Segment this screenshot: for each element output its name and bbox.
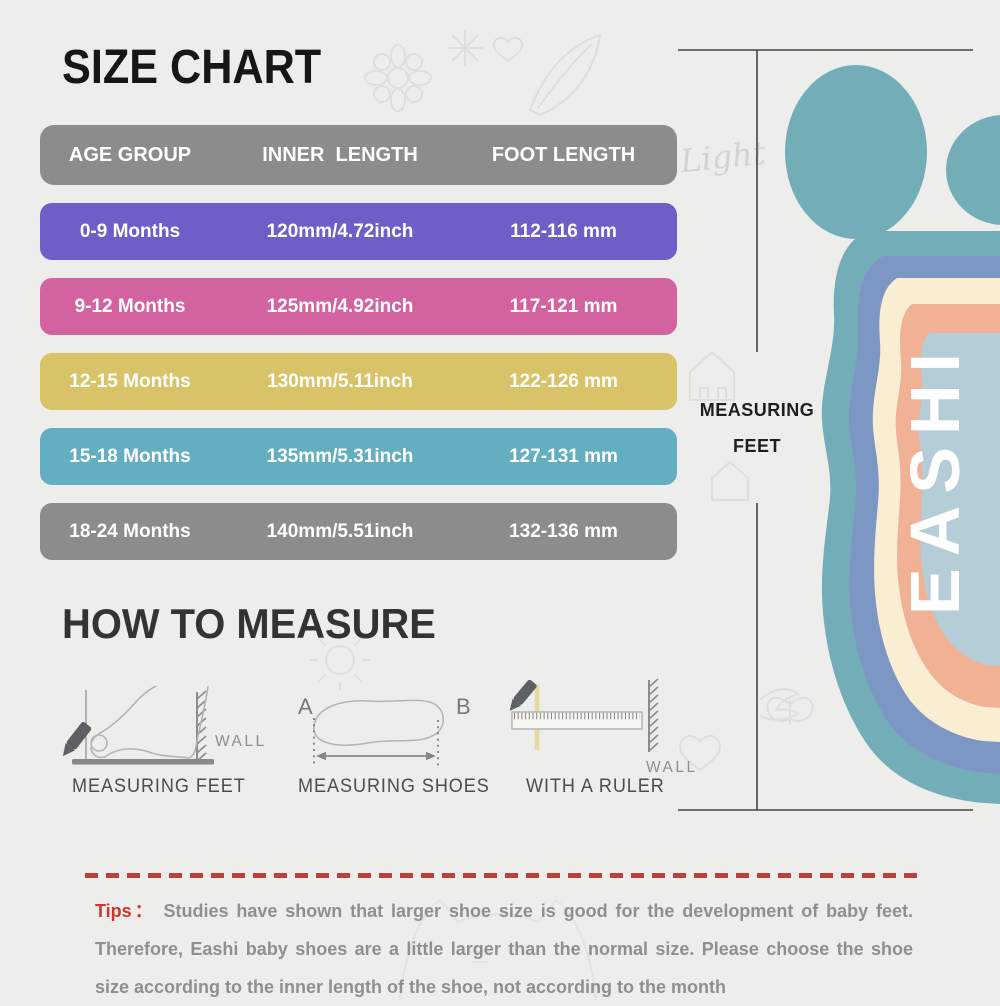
col-header-inner-length: INNER LENGTH bbox=[262, 143, 418, 166]
foot-outline-icon bbox=[90, 686, 209, 759]
age-group-cell: 18-24 Months bbox=[69, 520, 191, 542]
starburst-doodle-icon bbox=[447, 30, 483, 66]
table-row: 12-15 Months 130mm/5.11inch 122-126 mm bbox=[40, 353, 677, 410]
age-group-cell: 9-12 Months bbox=[74, 295, 186, 317]
point-a-label: A bbox=[298, 694, 313, 719]
inner-length-cell: 140mm/5.51inch bbox=[266, 520, 414, 542]
age-group-cell: 0-9 Months bbox=[79, 220, 181, 242]
measuring-shoes-label: MEASURING SHOES bbox=[298, 776, 490, 797]
second-toe-icon bbox=[946, 115, 1000, 225]
wall-hatch-icon bbox=[648, 678, 659, 752]
ruler-icon bbox=[511, 711, 643, 730]
point-b-label: B bbox=[456, 694, 471, 719]
flower-doodle-icon bbox=[364, 44, 432, 112]
shoe-sole-icon bbox=[313, 699, 444, 746]
inner-length-cell: 125mm/4.92inch bbox=[266, 295, 414, 317]
with-a-ruler-label: WITH A RULER bbox=[526, 776, 665, 797]
foot-length-cell: 127-131 mm bbox=[509, 445, 618, 467]
butterfly-doodle-icon bbox=[766, 696, 814, 724]
pencil-icon bbox=[509, 679, 537, 711]
inner-length-cell: 135mm/5.31inch bbox=[266, 445, 414, 467]
measuring-feet-diagram: WALL bbox=[62, 686, 267, 765]
ground-icon bbox=[72, 759, 214, 765]
with-a-ruler-diagram: WALL bbox=[509, 678, 698, 776]
size-table: AGE GROUP INNER LENGTH FOOT LENGTH 0-9 M… bbox=[40, 125, 677, 578]
inner-length-cell: 120mm/4.72inch bbox=[266, 220, 414, 242]
cat-doodle-icon bbox=[399, 898, 597, 1000]
col-header-age-group: AGE GROUP bbox=[68, 143, 192, 166]
measuring-feet-caption: MEASURING FEET bbox=[694, 400, 820, 472]
size-table-header-row: AGE GROUP INNER LENGTH FOOT LENGTH bbox=[40, 125, 677, 185]
age-group-cell: 12-15 Months bbox=[69, 370, 191, 392]
foot-length-cell: 122-126 mm bbox=[509, 370, 618, 392]
page-title: SIZE CHART bbox=[62, 41, 322, 94]
wall-label: WALL bbox=[215, 733, 267, 750]
length-arrow-icon bbox=[316, 751, 436, 761]
inner-length-cell: 130mm/5.11inch bbox=[267, 370, 413, 392]
table-row: 15-18 Months 135mm/5.31inch 127-131 mm bbox=[40, 428, 677, 485]
tips-paragraph: Tips： Studies have shown that larger shoe… bbox=[95, 892, 913, 1006]
house-doodle-icon bbox=[689, 350, 749, 501]
measuring-feet-label: MEASURING FEET bbox=[72, 776, 246, 797]
leaf-doodle-icon bbox=[528, 33, 602, 117]
brand-logo-text: EASHI bbox=[896, 341, 974, 615]
red-dashed-divider bbox=[85, 873, 918, 878]
baby-foot-graphic: EASHI bbox=[678, 49, 1000, 811]
table-row: 0-9 Months 120mm/4.72inch 112-116 mm bbox=[40, 203, 677, 260]
big-toe-icon bbox=[785, 65, 927, 239]
tips-text: Studies have shown that larger shoe size… bbox=[95, 901, 913, 997]
foot-length-cell: 132-136 mm bbox=[509, 520, 618, 542]
foot-length-cell: 117-121 mm bbox=[509, 295, 618, 317]
table-row: 9-12 Months 125mm/4.92inch 117-121 mm bbox=[40, 278, 677, 335]
caption-line-1: MEASURING bbox=[699, 400, 815, 420]
how-to-measure-title: HOW TO MEASURE bbox=[62, 600, 436, 647]
winged-heart-doodle-icon bbox=[678, 688, 800, 772]
foot-length-cell: 112-116 mm bbox=[510, 220, 617, 242]
foot-shape-icon: EASHI bbox=[785, 65, 1000, 804]
wall-label: WALL bbox=[646, 759, 698, 776]
tips-label: Tips： bbox=[95, 901, 156, 921]
measuring-shoes-diagram: A B bbox=[298, 694, 471, 766]
table-row: 18-24 Months 140mm/5.51inch 132-136 mm bbox=[40, 503, 677, 560]
heart-doodle-icon bbox=[492, 36, 524, 63]
age-group-cell: 15-18 Months bbox=[69, 445, 191, 467]
col-header-foot-length: FOOT LENGTH bbox=[491, 143, 636, 166]
pencil-icon bbox=[62, 721, 92, 757]
caption-line-2: FEET bbox=[732, 436, 781, 456]
measurement-lines-icon bbox=[678, 49, 973, 811]
sun-doodle-icon bbox=[310, 630, 370, 690]
